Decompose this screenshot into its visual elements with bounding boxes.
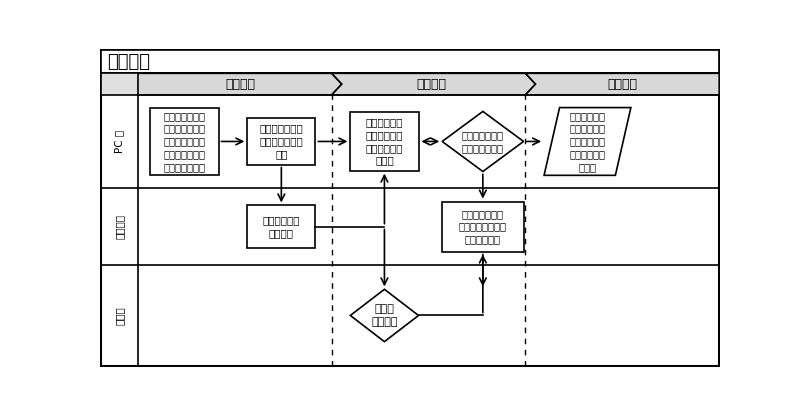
Text: 测试终端: 测试终端 (114, 214, 124, 239)
Text: 工作原理: 工作原理 (107, 53, 150, 71)
Polygon shape (350, 289, 418, 342)
Text: 系统调用数据
记录模块对网
络连接状态进
行记录: 系统调用数据 记录模块对网 络连接状态进 行记录 (366, 117, 403, 166)
Polygon shape (442, 111, 523, 171)
Text: 收到反馈数据包
并传给底层系统进
行分析和监测: 收到反馈数据包 并传给底层系统进 行分析和监测 (459, 209, 507, 244)
Polygon shape (544, 108, 631, 176)
Polygon shape (332, 73, 535, 95)
Text: 第一阶段: 第一阶段 (225, 77, 255, 91)
Bar (247, 118, 315, 164)
Bar (150, 108, 218, 176)
Bar (350, 112, 418, 171)
Bar (101, 50, 719, 73)
Bar (247, 205, 315, 248)
Bar (101, 73, 719, 95)
Text: 调用问题检测模
块搜集失败信息: 调用问题检测模 块搜集失败信息 (462, 130, 504, 153)
Text: 捕获数据包，
统计连接成功
率、连接失败
点，并记录问
题数据: 捕获数据包， 统计连接成功 率、连接失败 点，并记录问 题数据 (570, 111, 606, 172)
Polygon shape (138, 73, 342, 95)
Text: 调用系统，自动
切换端口供用户
选择，进行用户
设置条件，调用
自动测试脚本。: 调用系统，自动 切换端口供用户 选择，进行用户 设置条件，调用 自动测试脚本。 (163, 111, 206, 172)
Text: PC 端: PC 端 (114, 130, 124, 153)
Text: 测试结束: 测试结束 (607, 77, 638, 91)
Bar (442, 201, 523, 252)
Text: 网络端: 网络端 (114, 306, 124, 325)
Text: 网络回
模数据包: 网络回 模数据包 (371, 304, 398, 327)
Text: 测试终端进行
拨号连接: 测试终端进行 拨号连接 (262, 215, 300, 238)
Polygon shape (526, 73, 719, 95)
Text: 启动测试，向测
试终端发出相关
指令: 启动测试，向测 试终端发出相关 指令 (259, 124, 303, 159)
Text: 第二阶段: 第二阶段 (416, 77, 446, 91)
